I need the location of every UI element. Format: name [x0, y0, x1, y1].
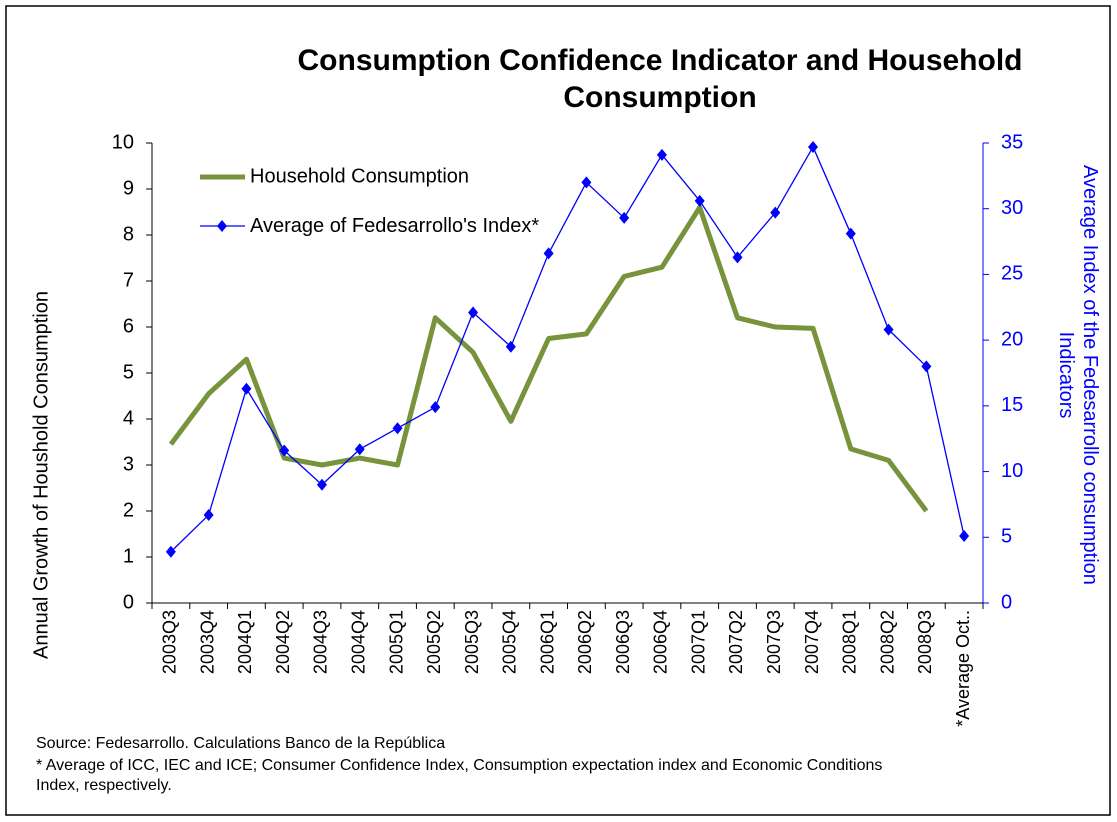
x-tick-label: 2008Q2 — [877, 610, 897, 674]
consumption-line — [168, 204, 929, 513]
x-tick-label: 2007Q4 — [802, 610, 822, 674]
y-tick-label: 9 — [123, 177, 134, 199]
chart-title: Consumption Confidence Indicator and Hou… — [297, 44, 1023, 114]
x-tick-label: 2007Q2 — [726, 610, 746, 674]
x-tick-label: 2004Q2 — [273, 610, 293, 674]
index-marker — [770, 206, 781, 219]
x-tick-label: 2005Q2 — [424, 610, 444, 674]
x-tick-label: 2006Q3 — [613, 610, 633, 674]
footnote: Source: Fedesarrollo. Calculations Banco… — [36, 735, 446, 752]
y-tick-label: 10 — [112, 131, 134, 153]
index-line — [170, 146, 965, 553]
x-tick-label: 2006Q4 — [651, 610, 671, 674]
index-marker — [241, 382, 252, 395]
y2-tick-label: 0 — [1001, 591, 1012, 613]
index-marker — [656, 148, 667, 161]
index-marker — [392, 422, 403, 435]
x-tick-label: 2008Q1 — [840, 610, 860, 674]
x-tick-label: 2005Q4 — [500, 610, 520, 674]
y-tick-label: 0 — [123, 591, 134, 613]
x-tick-label: 2003Q4 — [197, 610, 217, 674]
x-tick-label: 2004Q4 — [349, 610, 369, 674]
index-marker — [279, 444, 290, 457]
legend-label: Average of Fedesarrollo's Index* — [250, 215, 540, 237]
y2-tick-label: 30 — [1001, 197, 1023, 219]
index-marker — [694, 194, 705, 207]
x-tick-label: 2007Q1 — [688, 610, 708, 674]
x-tick-label: 2006Q1 — [537, 610, 557, 674]
x-tick-label: 2007Q3 — [764, 610, 784, 674]
index-marker — [959, 529, 970, 542]
y-tick-label: 4 — [123, 407, 134, 429]
y2-axis-title: Average Index of the Fedesarrollo consum… — [1055, 165, 1101, 585]
y-tick-label: 8 — [123, 223, 134, 245]
index-marker — [354, 443, 365, 456]
x-tick-label: *Average Oct.. — [953, 610, 973, 727]
index-marker — [581, 176, 592, 189]
y2-tick-label: 25 — [1001, 263, 1023, 285]
x-tick-label: 2004Q1 — [235, 610, 255, 674]
y2-tick-label: 10 — [1001, 460, 1023, 482]
index-marker — [430, 401, 441, 414]
x-tick-label: 2004Q3 — [311, 610, 331, 674]
legend-marker — [217, 220, 227, 232]
frame — [5, 5, 1111, 816]
index-marker — [543, 247, 554, 260]
footnote: * Average of ICC, IEC and ICE; Consumer … — [36, 757, 883, 794]
index-marker — [165, 545, 176, 558]
y2-tick-label: 35 — [1001, 131, 1023, 153]
legend-label: Household Consumption — [250, 165, 469, 187]
index-marker — [845, 227, 856, 240]
index-marker — [619, 211, 630, 224]
x-tick-label: 2005Q1 — [386, 610, 406, 674]
x-tick-label: 2003Q3 — [160, 610, 180, 674]
y-tick-label: 1 — [123, 545, 134, 567]
index-marker — [316, 478, 327, 491]
x-tick-label: 2005Q3 — [462, 610, 482, 674]
y-tick-label: 2 — [123, 499, 134, 521]
x-tick-label: 2006Q2 — [575, 610, 595, 674]
x-tick-label: 2008Q3 — [915, 610, 935, 674]
y-tick-label: 5 — [123, 361, 134, 383]
y-axis-title: Annual Growth of Houshold Consumption — [30, 291, 52, 659]
y2-tick-label: 20 — [1001, 328, 1023, 350]
y-tick-label: 7 — [123, 269, 134, 291]
index-marker — [808, 140, 819, 153]
y2-tick-label: 5 — [1001, 526, 1012, 548]
index-marker — [921, 360, 932, 373]
y2-tick-label: 15 — [1001, 394, 1023, 416]
index-marker — [203, 508, 214, 521]
y-tick-label: 6 — [123, 315, 134, 337]
index-marker — [732, 251, 743, 264]
index-marker — [468, 306, 479, 319]
index-marker — [505, 340, 516, 353]
index-marker — [883, 323, 894, 336]
y-tick-label: 3 — [123, 453, 134, 475]
